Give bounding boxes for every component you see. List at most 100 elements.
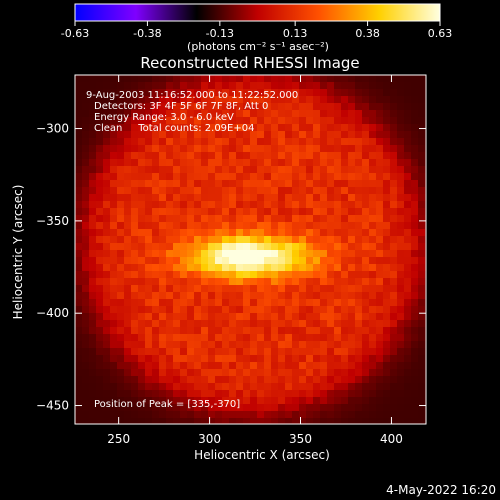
heatmap-cell (131, 117, 139, 125)
heatmap-cell (208, 278, 216, 286)
heatmap-cell (173, 215, 181, 223)
heatmap-cell (236, 292, 244, 300)
heatmap-cell (159, 166, 167, 174)
heatmap-cell (390, 376, 398, 384)
heatmap-cell (348, 278, 356, 286)
heatmap-cell (166, 369, 174, 377)
heatmap-cell (327, 292, 335, 300)
heatmap-cell (208, 222, 216, 230)
heatmap-cell (320, 173, 328, 181)
heatmap-cell (390, 278, 398, 286)
heatmap-cell (215, 264, 223, 272)
heatmap-cell (292, 383, 300, 391)
heatmap-cell (383, 341, 391, 349)
heatmap-cell (327, 243, 335, 251)
heatmap-cell (306, 376, 314, 384)
heatmap-cell (362, 411, 370, 419)
heatmap-cell (250, 411, 258, 419)
heatmap-cell (376, 411, 384, 419)
heatmap-cell (75, 110, 83, 118)
heatmap-cell (173, 355, 181, 363)
heatmap-cell (299, 173, 307, 181)
heatmap-cell (89, 117, 97, 125)
heatmap-cell (103, 383, 111, 391)
heatmap-cell (397, 173, 405, 181)
heatmap-cell (271, 82, 279, 90)
heatmap-cell (397, 264, 405, 272)
heatmap-cell (110, 215, 118, 223)
heatmap-cell (166, 285, 174, 293)
heatmap-cell (194, 208, 202, 216)
heatmap-cell (334, 257, 342, 265)
heatmap-cell (278, 383, 286, 391)
heatmap-cell (222, 383, 230, 391)
heatmap-cell (404, 180, 412, 188)
heatmap-cell (243, 397, 251, 405)
heatmap-cell (250, 383, 258, 391)
heatmap-cell (355, 292, 363, 300)
heatmap-cell (180, 348, 188, 356)
heatmap-cell (124, 404, 132, 412)
heatmap-cell (82, 334, 90, 342)
heatmap-cell (201, 327, 209, 335)
heatmap-cell (117, 334, 125, 342)
heatmap-cell (243, 264, 251, 272)
heatmap-cell (264, 138, 272, 146)
heatmap-cell (180, 82, 188, 90)
heatmap-cell (96, 257, 104, 265)
heatmap-cell (264, 327, 272, 335)
heatmap-cell (180, 327, 188, 335)
heatmap-cell (243, 152, 251, 160)
heatmap-cell (404, 96, 412, 104)
heatmap-cell (180, 383, 188, 391)
heatmap-cell (278, 222, 286, 230)
heatmap-cell (418, 390, 426, 398)
heatmap-cell (348, 243, 356, 251)
heatmap-cell (299, 355, 307, 363)
heatmap-cell (257, 187, 265, 195)
heatmap-cell (418, 159, 426, 167)
heatmap-cell (341, 257, 349, 265)
heatmap-cell (292, 82, 300, 90)
heatmap-cell (292, 327, 300, 335)
heatmap-cell (222, 124, 230, 132)
heatmap-cell (75, 89, 83, 97)
heatmap-cell (180, 75, 188, 83)
heatmap-cell (327, 194, 335, 202)
heatmap-cell (152, 278, 160, 286)
heatmap-cell (75, 117, 83, 125)
heatmap-cell (187, 89, 195, 97)
heatmap-cell (369, 124, 377, 132)
heatmap-cell (173, 124, 181, 132)
heatmap-cell (222, 355, 230, 363)
heatmap-cell (117, 166, 125, 174)
heatmap-cell (285, 306, 293, 314)
heatmap-cell (243, 75, 251, 83)
heatmap-cell (383, 320, 391, 328)
heatmap-cell (173, 250, 181, 258)
heatmap-cell (229, 278, 237, 286)
heatmap-cell (278, 299, 286, 307)
heatmap-cell (201, 82, 209, 90)
heatmap-cell (404, 152, 412, 160)
heatmap-cell (271, 348, 279, 356)
heatmap-cell (117, 285, 125, 293)
heatmap-cell (327, 75, 335, 83)
heatmap-cell (306, 348, 314, 356)
heatmap-cell (82, 201, 90, 209)
heatmap-cell (411, 82, 419, 90)
heatmap-cell (278, 250, 286, 258)
heatmap-cell (404, 145, 412, 153)
heatmap-cell (124, 397, 132, 405)
heatmap-cell (299, 103, 307, 111)
heatmap-cell (124, 75, 132, 83)
heatmap-cell (145, 264, 153, 272)
heatmap-cell (75, 152, 83, 160)
heatmap-cell (418, 320, 426, 328)
heatmap-cell (180, 292, 188, 300)
heatmap-cell (194, 131, 202, 139)
heatmap-cell (418, 117, 426, 125)
heatmap-cell (208, 236, 216, 244)
heatmap-cell (397, 278, 405, 286)
heatmap-cell (348, 208, 356, 216)
